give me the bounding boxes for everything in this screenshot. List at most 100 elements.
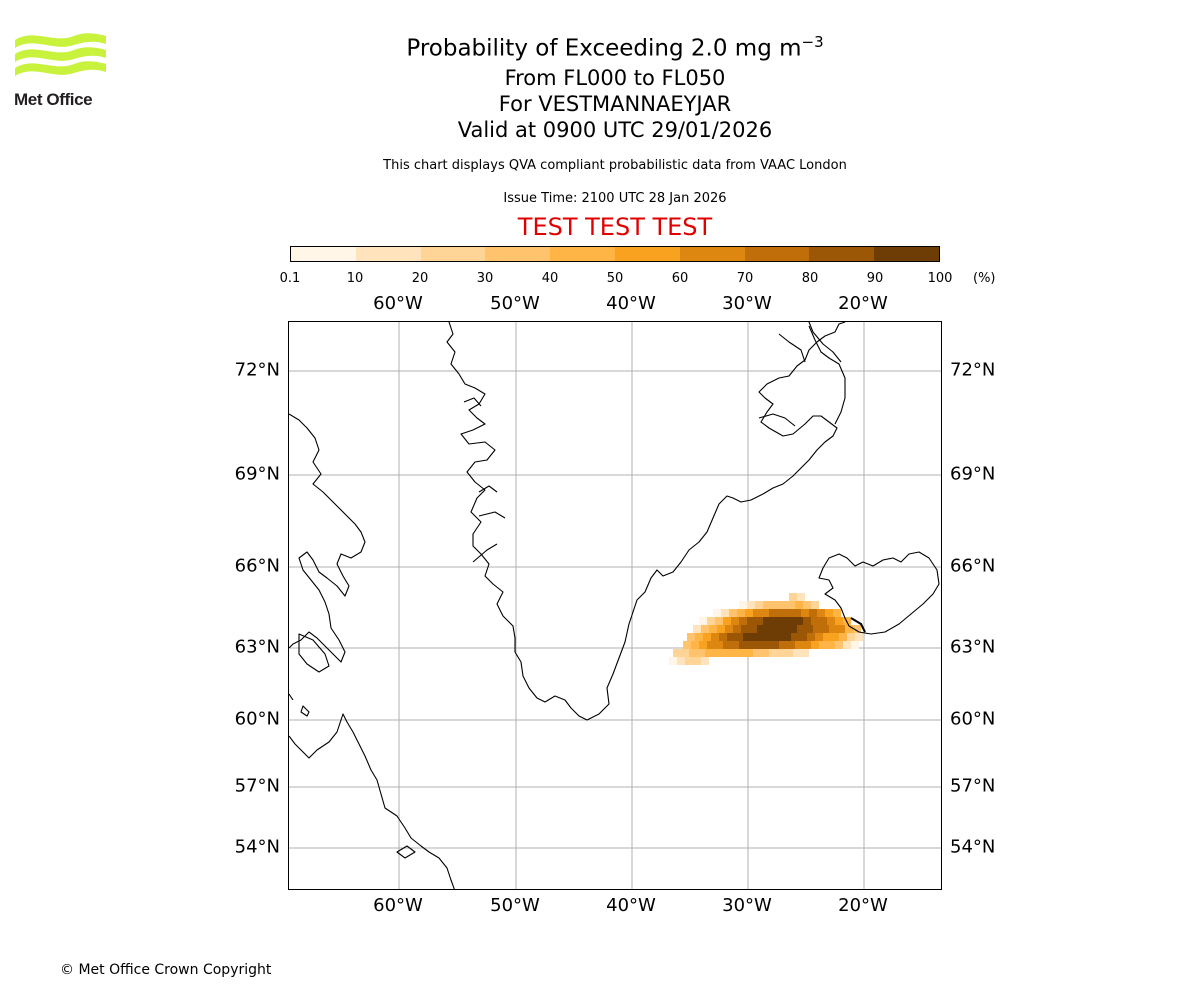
plume-cell (673, 649, 681, 657)
plume-cell (777, 649, 785, 657)
plume-cell (737, 649, 745, 657)
lat-label-left-57n: 57°N (234, 775, 280, 797)
plume-cell (797, 593, 805, 601)
plume-cell (755, 617, 763, 625)
plume-cell (787, 617, 795, 625)
plume-cell (751, 633, 759, 641)
plume-cell (847, 633, 855, 641)
ash-probability-plume (669, 593, 863, 665)
plume-cell (779, 617, 787, 625)
colorbar-tick-7: 70 (736, 271, 754, 286)
plume-cell (833, 609, 841, 617)
plume-cell (807, 633, 815, 641)
plume-cell (789, 625, 797, 633)
coastline-greenland-northeast (808, 322, 842, 363)
plume-cell (809, 609, 817, 617)
plume-cell (685, 657, 693, 665)
plume-cell (747, 641, 755, 649)
plume-cell (695, 633, 703, 641)
coastline-fjord-4 (472, 543, 498, 563)
plume-cell (787, 601, 795, 609)
test-banner: TEST TEST TEST (517, 213, 713, 241)
met-office-waves-icon (15, 33, 106, 76)
coastline-island-3 (289, 693, 294, 701)
plume-cell (719, 633, 727, 641)
coastline-island-4 (396, 845, 416, 859)
plume-cell (793, 649, 801, 657)
plume-cell (749, 625, 757, 633)
plume-cell (821, 625, 829, 633)
lat-label-right-57n: 57°N (950, 775, 996, 797)
colorbar-segment-0 (291, 247, 356, 261)
colorbar-segment-7 (744, 247, 810, 261)
plume-cell (757, 625, 765, 633)
plume-cell (713, 609, 721, 617)
plume-cell (825, 609, 833, 617)
plume-cell (813, 625, 821, 633)
plume-cell (755, 641, 763, 649)
plume-cell (699, 641, 707, 649)
plume-cell (795, 641, 803, 649)
plume-cell (689, 649, 697, 657)
plume-cell (731, 617, 739, 625)
plume-cell (747, 617, 755, 625)
plume-cell (803, 617, 811, 625)
plume-cell (693, 657, 701, 665)
plume-cell (779, 601, 787, 609)
lat-label-left-66n: 66°N (234, 555, 280, 577)
plume-cell (771, 601, 779, 609)
plume-cell (771, 617, 779, 625)
plume-cell (739, 601, 747, 609)
plume-cell (851, 641, 859, 649)
plume-cell (811, 641, 819, 649)
coastline-island-2 (300, 705, 310, 717)
lat-label-right-63n: 63°N (950, 636, 996, 658)
plume-cell (835, 617, 843, 625)
colorbar-segment-5 (614, 247, 680, 261)
colorbar-tick-0: 0.1 (279, 271, 301, 286)
plume-cell (705, 649, 713, 657)
plume-cell (763, 617, 771, 625)
lat-label-left-54n: 54°N (234, 836, 280, 858)
colorbar-segment-6 (679, 247, 745, 261)
plume-cell (787, 641, 795, 649)
lon-label-bottom-20w: 20°W (838, 895, 888, 916)
coastline-fjord-2 (478, 485, 498, 493)
plume-cell (815, 633, 823, 641)
lat-label-right-72n: 72°N (950, 359, 996, 381)
plume-cell (761, 649, 769, 657)
plume-cell (829, 625, 837, 633)
plume-cell (767, 633, 775, 641)
lat-label-left-69n: 69°N (234, 463, 280, 485)
lon-label-top-20w: 20°W (838, 293, 888, 314)
map-panel[interactable] (288, 321, 942, 890)
plume-cell (805, 625, 813, 633)
plume-cell (701, 657, 709, 665)
coastline-greenland-east (758, 325, 846, 427)
plume-cell (783, 633, 791, 641)
plume-cell (759, 633, 767, 641)
plume-cell (845, 625, 853, 633)
plume-cell (755, 601, 763, 609)
plume-cell (819, 641, 827, 649)
chart-titles: Probability of Exceeding 2.0 mg m−3 From… (315, 26, 915, 143)
colorbar-tick-5: 50 (606, 271, 624, 286)
lat-label-right-60n: 60°N (950, 708, 996, 730)
colorbar-tick-3: 30 (476, 271, 494, 286)
colorbar-tick-1: 10 (346, 271, 364, 286)
plume-cell (745, 609, 753, 617)
plume-cell (803, 641, 811, 649)
plume-cell (791, 633, 799, 641)
plume-cell (711, 633, 719, 641)
colorbar-tick-4: 40 (541, 271, 559, 286)
plume-cell (747, 601, 755, 609)
title-line-2: From FL000 to FL050 (504, 65, 726, 90)
logo-text: Met Office (14, 90, 93, 109)
plume-cell (855, 633, 863, 641)
coastlines (289, 322, 940, 889)
plume-cell (743, 633, 751, 641)
lat-label-right-54n: 54°N (950, 836, 996, 858)
plume-cell (707, 617, 715, 625)
plume-cell (777, 609, 785, 617)
plume-cell (785, 609, 793, 617)
